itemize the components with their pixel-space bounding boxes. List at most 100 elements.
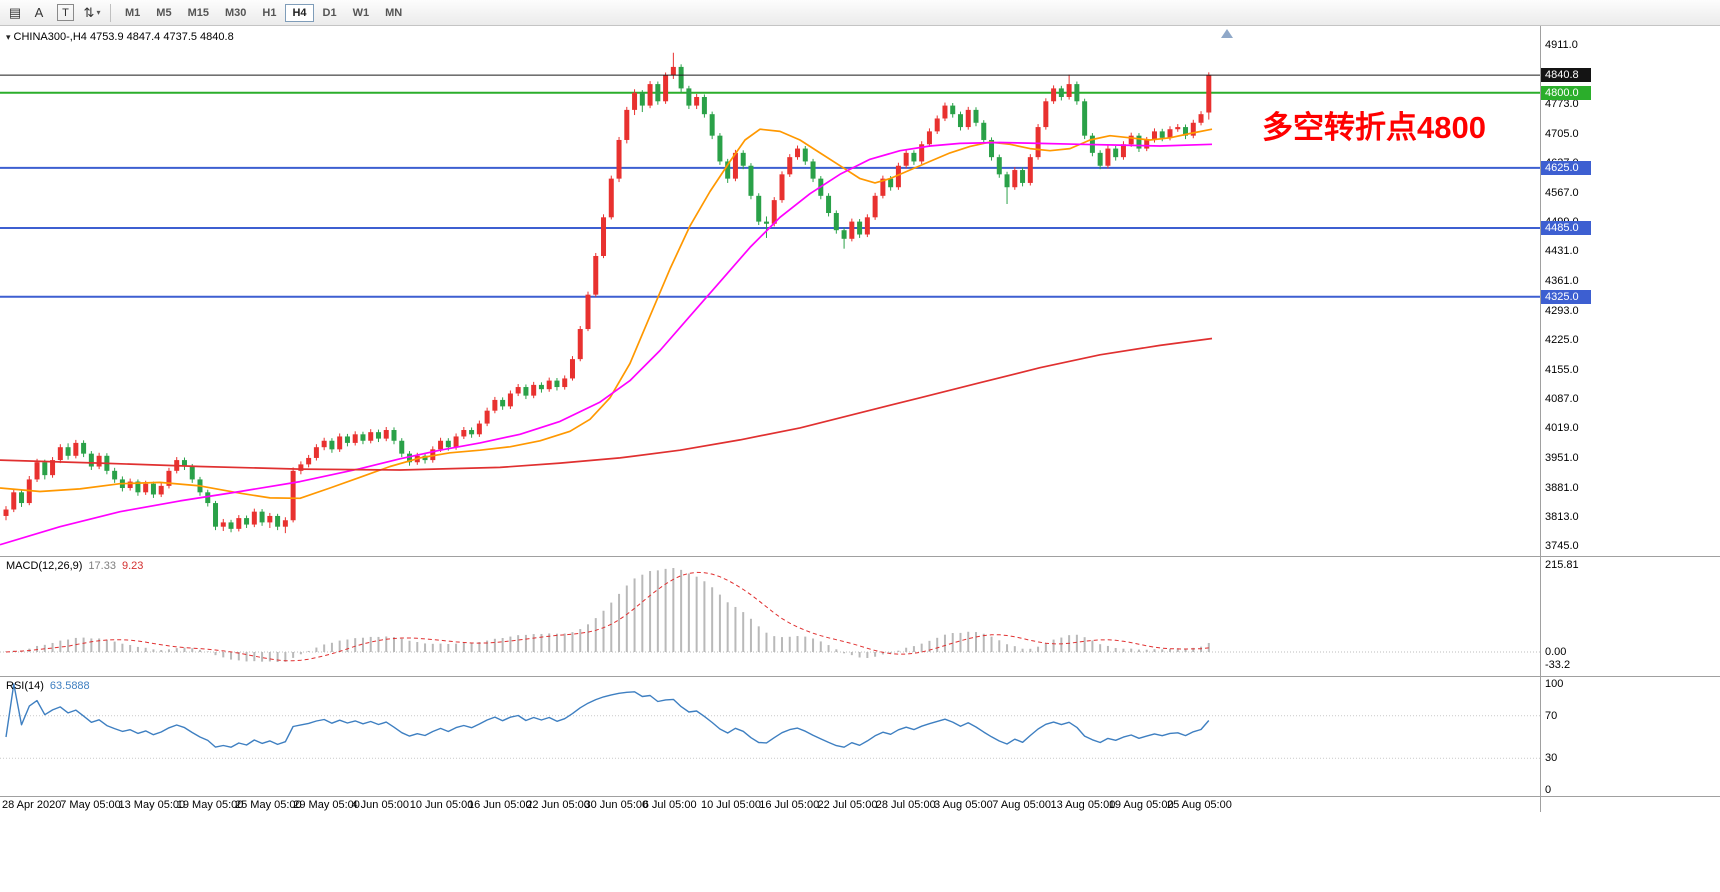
timeframe-button-m15[interactable]: M15: [187, 6, 209, 19]
candle-body: [19, 492, 25, 504]
macd-histogram-bar: [1114, 647, 1117, 652]
candle-body: [143, 483, 149, 493]
price-badge-4800.0[interactable]: 4800.0: [1541, 85, 1591, 100]
candle-body: [150, 483, 156, 495]
timeframe-button-m30[interactable]: M30: [224, 6, 247, 19]
candle-body: [484, 410, 490, 424]
price-tick-label: 4773.0: [1545, 98, 1579, 111]
macd-histogram-bar: [517, 635, 520, 652]
dropdown-caret-icon[interactable]: ▾: [96, 8, 101, 17]
macd-histogram-bar: [299, 652, 302, 655]
candle-body: [826, 195, 832, 214]
timeframe-button-w1[interactable]: W1: [352, 6, 370, 19]
candle-body: [1035, 127, 1041, 158]
candle-body: [639, 92, 645, 106]
candle-body: [88, 453, 94, 467]
font-tool-button[interactable]: A: [34, 5, 44, 20]
macd-histogram-bar: [881, 652, 884, 655]
macd-histogram-bar: [307, 650, 310, 652]
price-tick-label: 4087.0: [1545, 393, 1579, 406]
candle-body: [244, 518, 250, 525]
macd-histogram-bar: [850, 652, 853, 656]
candle-body: [352, 434, 358, 443]
macd-histogram-bar: [936, 637, 939, 652]
candle-body: [65, 447, 71, 456]
candle-body: [251, 511, 257, 525]
macd-histogram-bar: [470, 642, 473, 652]
timeframe-button-m5[interactable]: M5: [156, 6, 172, 19]
macd-histogram-bar: [695, 576, 698, 652]
candle-body: [903, 152, 909, 166]
macd-histogram-bar: [951, 633, 954, 652]
price-badge-4325.0[interactable]: 4325.0: [1541, 289, 1591, 304]
macd-histogram-bar: [129, 645, 132, 652]
candle-body: [228, 522, 234, 529]
candle-body: [1097, 152, 1103, 166]
timeframe-group: M1 M5 M15 M30 H1 H4 D1 W1 MN: [117, 3, 410, 22]
candle-body: [957, 114, 963, 128]
candle-body: [538, 384, 544, 390]
macd-histogram-bar: [1106, 645, 1109, 652]
macd-histogram-bar: [975, 632, 977, 652]
macd-histogram-bar: [323, 644, 326, 652]
time-axis-label: 3 Aug 05:00: [934, 799, 993, 811]
chart-annotation-text[interactable]: 多空转折点4800: [1262, 110, 1486, 145]
candle-body: [344, 436, 350, 443]
candle-body: [430, 449, 436, 461]
macd-histogram-bar: [82, 637, 85, 652]
candle-body: [740, 152, 746, 166]
macd-panel-divider[interactable]: [0, 556, 1720, 557]
price-badge-4485.0[interactable]: 4485.0: [1541, 221, 1591, 236]
macd-histogram-bar: [703, 581, 706, 652]
candle-body: [616, 139, 622, 179]
symbol-ohlc-label: ▾ CHINA300-,H4 4753.9 4847.4 4737.5 4840.…: [6, 31, 234, 43]
macd-signal-value: 9.23: [121, 560, 144, 572]
macd-histogram-bar: [439, 643, 442, 652]
ohlc-values-text: 4753.9 4847.4 4737.5 4840.8: [89, 31, 234, 43]
time-axis-label: 6 Jul 05:00: [642, 799, 697, 811]
macd-histogram-bar: [656, 570, 659, 652]
timeframe-button-m1[interactable]: M1: [125, 6, 141, 19]
price-badge-4625.0[interactable]: 4625.0: [1541, 160, 1591, 175]
candle-body: [872, 195, 878, 218]
text-tool-button[interactable]: T: [57, 4, 74, 21]
macd-histogram-bar: [641, 574, 644, 652]
macd-histogram-bar: [819, 641, 822, 652]
timeframe-button-mn[interactable]: MN: [385, 6, 403, 19]
candle-body: [686, 88, 692, 106]
timeframe-button-h4[interactable]: H4: [285, 3, 314, 22]
price-tick-label: 3813.0: [1545, 510, 1579, 523]
macd-histogram-bar: [385, 636, 388, 652]
candle-body: [500, 399, 506, 407]
candle-body: [1043, 101, 1049, 128]
time-axis-label: 10 Jun 05:00: [409, 799, 474, 811]
macd-histogram-bar: [835, 649, 838, 652]
time-axis-label: 10 Jul 05:00: [701, 799, 761, 811]
macd-histogram-bar: [237, 652, 240, 661]
rsi-axis-label: 0: [1545, 784, 1552, 796]
candle-body: [236, 518, 242, 529]
macd-histogram-bar: [812, 638, 815, 652]
timeframe-button-h1[interactable]: H1: [262, 6, 277, 19]
rsi-axis-label: 30: [1545, 752, 1558, 765]
objects-list-button[interactable]: ▤: [8, 4, 22, 20]
candle-body: [1074, 84, 1080, 102]
candle-body: [593, 255, 599, 295]
timeframe-button-d1[interactable]: D1: [322, 6, 337, 19]
autoscroll-marker-icon[interactable]: [1221, 29, 1233, 38]
time-axis-divider: [0, 796, 1720, 797]
crosshair-cycle-button[interactable]: ⇅ ▾: [83, 4, 101, 20]
candle-body: [391, 430, 397, 441]
macd-histogram-bar: [1052, 639, 1055, 652]
macd-histogram-bar: [687, 573, 690, 652]
macd-histogram-bar: [105, 639, 108, 652]
candle-body: [507, 393, 513, 407]
macd-histogram-bar: [742, 612, 745, 652]
candle-body: [1151, 131, 1157, 140]
rsi-line: [5, 683, 1210, 748]
rsi-panel-divider[interactable]: [0, 676, 1720, 677]
rsi-indicator-label: RSI(14) 63.5888: [6, 680, 90, 692]
candle-body: [189, 466, 195, 480]
macd-histogram-bar: [51, 642, 54, 652]
